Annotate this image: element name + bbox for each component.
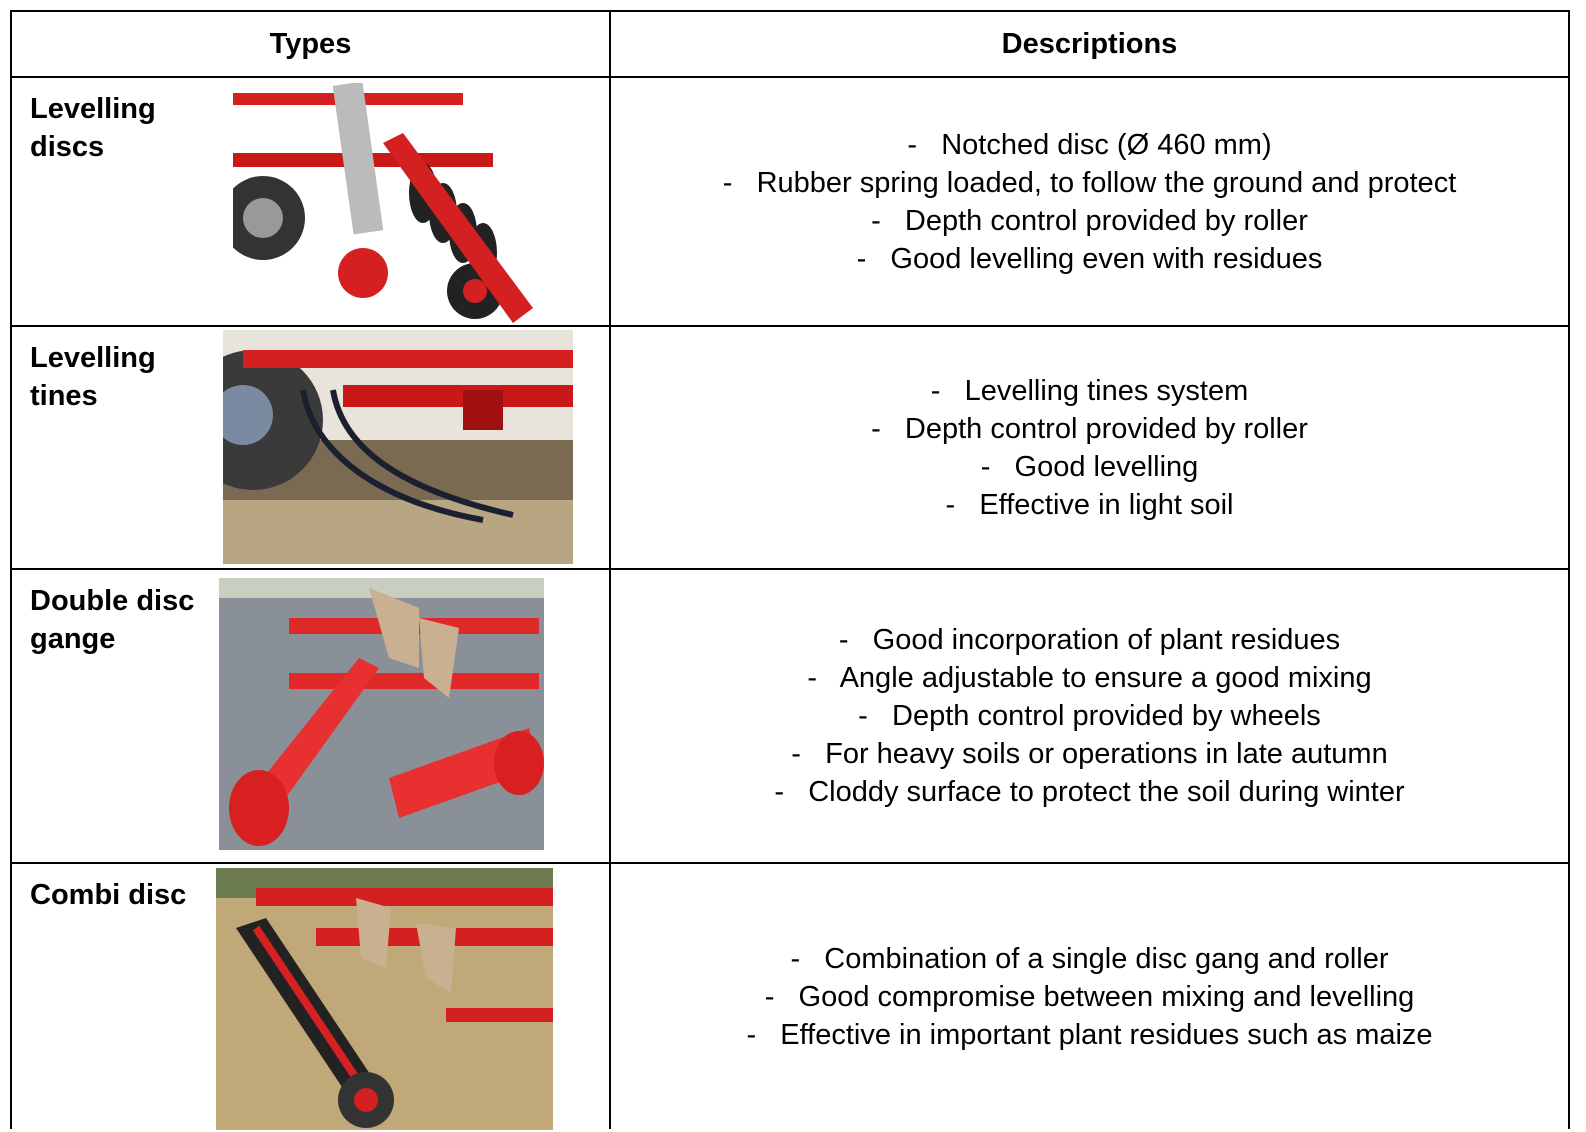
description-line: - Cloddy surface to protect the soil dur… <box>774 776 1405 808</box>
description-line: - Effective in important plant residues … <box>746 1018 1433 1051</box>
type-label: Combi disc <box>30 879 187 911</box>
description-line: - Angle adjustable to ensure a good mixi… <box>807 662 1372 694</box>
description-line: - Good compromise between mixing and lev… <box>764 980 1415 1013</box>
implement-image <box>223 330 573 564</box>
description-line: - Good levelling even with residues <box>856 242 1323 275</box>
row: Double disc gange - Good incorporation o… <box>10 568 1570 864</box>
description-line: - Levelling tines system <box>930 374 1249 407</box>
description-line: - Good incorporation of plant residues <box>838 624 1341 656</box>
header-row: Types Descriptions <box>10 10 1570 78</box>
description-cell: - Combination of a single disc gang and … <box>609 862 1570 1129</box>
description-cell: - Notched disc (Ø 460 mm) - Rubber sprin… <box>609 76 1570 327</box>
header-cell: Descriptions <box>609 10 1570 78</box>
description-line: - For heavy soils or operations in late … <box>791 738 1388 770</box>
description-line: - Good levelling <box>980 450 1199 483</box>
type-cell: Levelling tines <box>10 325 611 570</box>
row: Levelling discs - Notched disc (Ø 460 mm… <box>10 76 1570 327</box>
description-cell: - Levelling tines system - Depth control… <box>609 325 1570 570</box>
description-line: - Combination of a single disc gang and … <box>790 942 1389 975</box>
row: Combi disc - Combination of a single dis… <box>10 862 1570 1130</box>
implement-image <box>233 83 535 323</box>
implement-image <box>219 578 544 850</box>
header-cell: Types <box>10 10 611 78</box>
description-line: - Effective in light soil <box>945 488 1234 521</box>
type-label: Levelling tines <box>30 342 156 412</box>
type-cell: Levelling discs <box>10 76 611 327</box>
row: Levelling tines - Levelling tines system… <box>10 325 1570 570</box>
comparison-table: Types Descriptions Levelling discs - Not… <box>10 10 1570 1130</box>
type-label: Levelling discs <box>30 93 156 163</box>
type-label: Double disc gange <box>30 585 195 655</box>
description-line: - Depth control provided by roller <box>871 204 1308 237</box>
description-line: - Rubber spring loaded, to follow the gr… <box>722 166 1457 199</box>
type-cell: Double disc gange <box>10 568 611 864</box>
description-line: - Depth control provided by wheels <box>858 700 1321 732</box>
description-line: - Depth control provided by roller <box>871 412 1308 445</box>
implement-image <box>216 868 553 1130</box>
description-cell: - Good incorporation of plant residues -… <box>609 568 1570 864</box>
description-line: - Notched disc (Ø 460 mm) <box>907 128 1272 161</box>
type-cell: Combi disc <box>10 862 611 1130</box>
